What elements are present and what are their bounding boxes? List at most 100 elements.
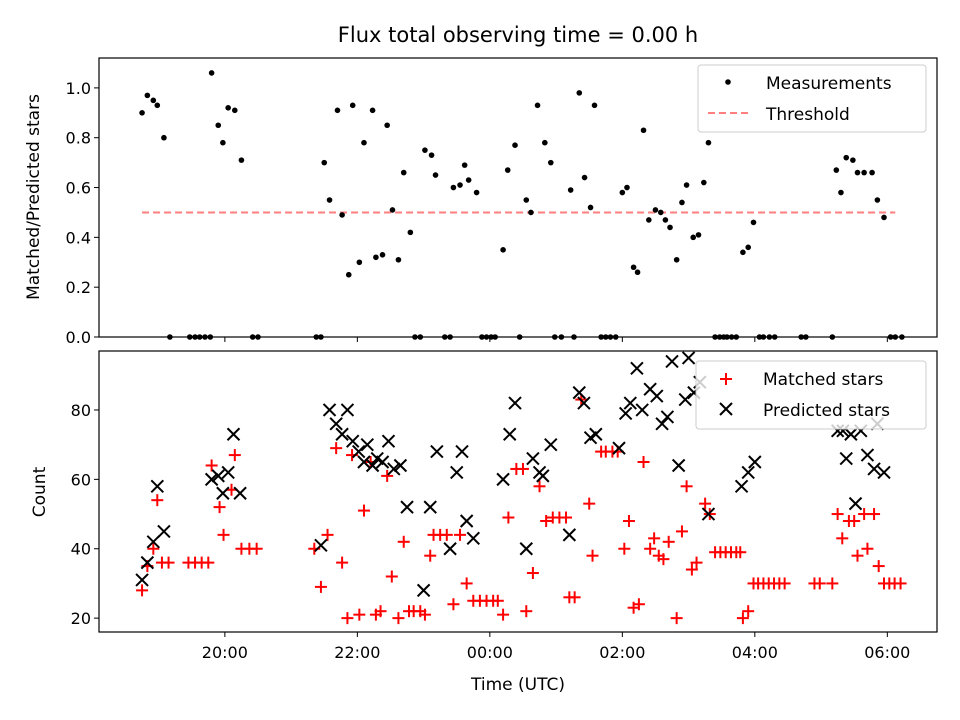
predicted-star-marker	[741, 465, 755, 480]
predicted-star-marker	[650, 389, 664, 403]
measurement-point	[850, 157, 856, 163]
predicted-star-marker	[423, 500, 437, 514]
predicted-star-b	[665, 354, 679, 369]
predicted-star-b	[416, 583, 431, 598]
measurement-point	[843, 154, 850, 161]
matched-star-marker	[447, 598, 460, 611]
measurement-point	[695, 232, 702, 238]
matched-star-marker	[618, 542, 631, 555]
measurement-point	[683, 182, 690, 188]
y-tick-label: 1.0	[66, 79, 91, 98]
predicted-star-b	[589, 427, 603, 441]
predicted-star-b	[387, 462, 401, 476]
predicted-star-marker	[562, 528, 577, 542]
x-axis-label: Time (UTC)	[470, 675, 565, 695]
measurement-point	[861, 169, 867, 176]
predicted-star-marker	[678, 392, 692, 407]
measurement-point	[624, 184, 630, 191]
matched-star-marker	[491, 594, 504, 607]
matched-star-marker	[637, 456, 650, 469]
matched-star-marker	[836, 532, 849, 545]
measurement-point	[750, 219, 757, 226]
measurement-point	[838, 189, 844, 196]
measurement-point	[657, 209, 664, 216]
matched-star-marker	[670, 612, 683, 625]
predicted-star-b	[314, 538, 328, 552]
matched-star-marker	[736, 612, 749, 625]
predicted-star-b	[443, 542, 457, 556]
legend-label-predicted-stars: Predicted stars	[763, 401, 890, 421]
matched-star-marker	[381, 469, 394, 482]
matched-star-marker	[336, 556, 349, 569]
matched-star-marker	[622, 514, 635, 527]
measurement-point	[161, 134, 167, 141]
matched-star-marker	[861, 542, 874, 555]
matched-star-marker	[314, 580, 327, 593]
measurement-point	[587, 204, 594, 211]
measurement-point	[673, 256, 680, 263]
predicted-star-marker	[867, 462, 881, 476]
predicted-star-b	[748, 455, 762, 469]
predicted-star-b	[393, 458, 408, 473]
matched-star-marker	[734, 546, 747, 559]
predicted-star-marker	[630, 361, 644, 376]
predicted-star-b	[848, 496, 863, 511]
predicted-star-marker	[839, 451, 853, 466]
predicted-star-marker	[623, 396, 637, 410]
predicted-star-marker	[351, 444, 366, 459]
x-tick-label: 22:00	[334, 643, 380, 662]
matched-star-marker	[872, 560, 885, 573]
matched-star-marker	[657, 553, 670, 566]
measurement-point	[144, 92, 151, 99]
measurement-point	[512, 142, 518, 148]
predicted-star-marker	[135, 573, 149, 587]
measurement-point	[220, 139, 226, 146]
predicted-star-marker	[681, 351, 696, 365]
predicted-star-marker	[589, 427, 603, 441]
matched-star-marker	[397, 535, 410, 548]
matched-star-marker	[321, 528, 334, 541]
predicted-star-b	[329, 417, 343, 431]
measurement-point	[373, 254, 379, 261]
predicted-star-marker	[360, 437, 374, 452]
matched-star-marker	[228, 449, 241, 462]
matched-star-marker	[583, 497, 596, 510]
x-tick-label: 06:00	[864, 643, 910, 662]
predicted-star-marker	[381, 434, 396, 448]
predicted-star-marker	[459, 514, 474, 528]
measurement-point	[667, 224, 673, 231]
measurement-point	[679, 199, 685, 206]
top-panel: 0.0 0.2 0.4 0.6 0.8 1.0 Matched/Predicted sta…	[24, 57, 938, 347]
measurement-point	[740, 249, 746, 256]
predicted-star-marker	[393, 458, 408, 473]
predicted-star-marker	[375, 455, 390, 469]
matched-star-marker	[560, 511, 573, 524]
predicted-star-b	[216, 486, 230, 500]
predicted-star-b	[226, 427, 241, 441]
predicted-star-marker	[612, 441, 626, 455]
top-legend-box	[697, 64, 927, 133]
matched-star-marker	[742, 605, 755, 618]
top-panel-y-ticks: 0.0 0.2 0.4 0.6 0.8 1.0	[66, 79, 99, 347]
matched-star-marker	[502, 511, 515, 524]
top-panel-y-axis-label: Matched/Predicted stars	[24, 94, 44, 300]
predicted-star-b	[204, 472, 219, 487]
measurement-point	[225, 105, 231, 111]
predicted-star-b	[681, 351, 696, 365]
matched-star-marker	[374, 605, 387, 618]
predicted-star-b	[630, 361, 644, 376]
measurement-point	[432, 172, 439, 178]
predicted-star-marker	[365, 458, 380, 473]
predicted-star-b	[877, 465, 891, 480]
measurement-point	[833, 167, 840, 173]
predicted-star-marker	[618, 406, 633, 421]
predicted-star-b	[508, 396, 522, 410]
predicted-star-marker	[322, 403, 337, 417]
predicted-star-marker	[216, 486, 230, 500]
predicted-star-b	[519, 542, 533, 556]
predicted-star-marker	[450, 465, 464, 480]
predicted-star-marker	[466, 531, 480, 546]
matched-star-marker	[147, 542, 160, 555]
predicted-star-marker	[572, 385, 586, 400]
predicted-star-marker	[387, 462, 401, 476]
